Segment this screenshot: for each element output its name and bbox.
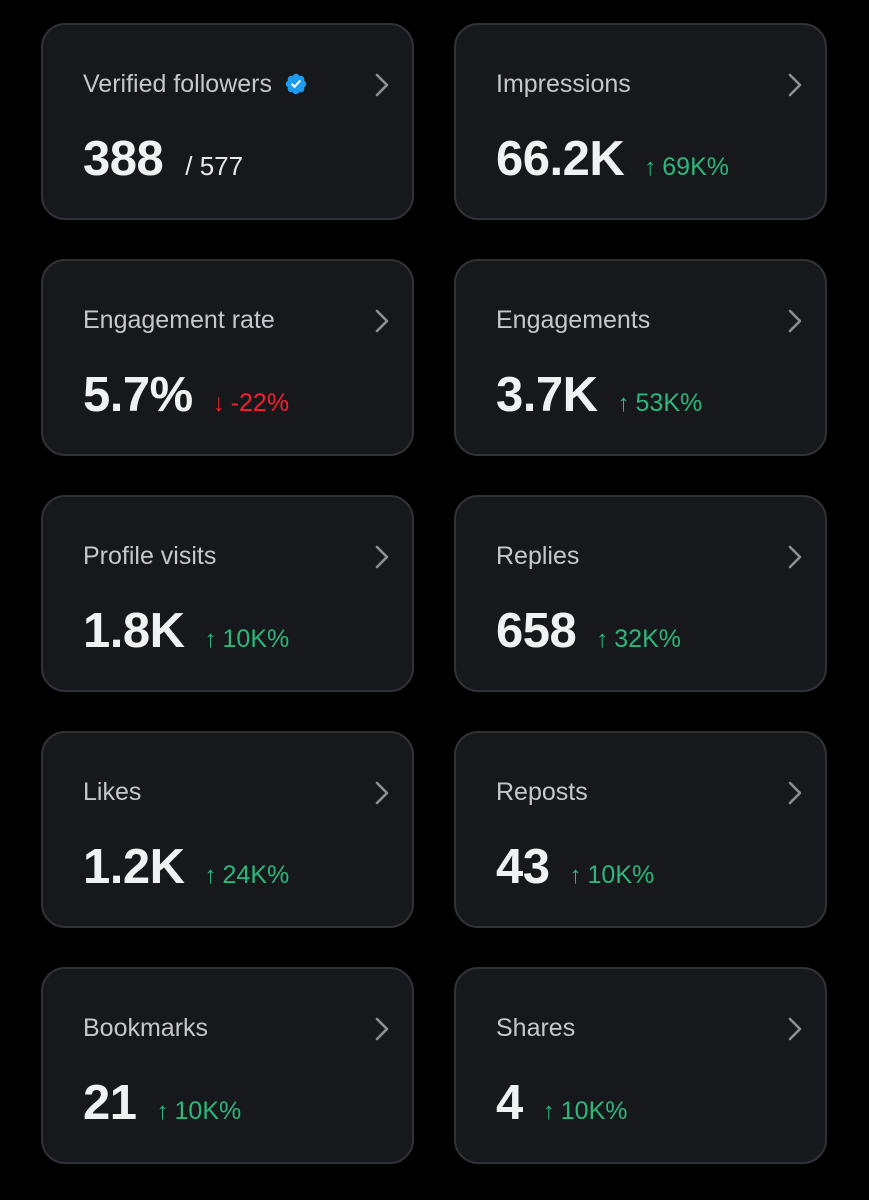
card-likes[interactable]: Likes 1.2K ↑ 24K%	[41, 731, 414, 928]
card-title-row: Reposts	[496, 777, 588, 807]
metric-change-value: 53K%	[635, 389, 703, 417]
chevron-right-icon[interactable]	[787, 544, 803, 570]
metric-value: 3.7K	[496, 368, 598, 422]
card-title-row: Impressions	[496, 69, 631, 99]
card-title-row: Replies	[496, 541, 579, 571]
value-row: 5.7% ↓ -22%	[83, 369, 289, 421]
metric-change: ↑ 69K%	[644, 153, 729, 182]
arrow-up-icon: ↑	[617, 390, 630, 417]
card-engagements[interactable]: Engagements 3.7K ↑ 53K%	[454, 259, 827, 456]
card-title: Replies	[496, 542, 580, 570]
card-reposts[interactable]: Reposts 43 ↑ 10K%	[454, 731, 827, 928]
value-row: 3.7K ↑ 53K%	[496, 369, 702, 421]
metric-change-value: 10K%	[560, 1097, 628, 1125]
chevron-right-icon[interactable]	[374, 780, 390, 806]
metric-change: ↑ 24K%	[205, 861, 290, 890]
metric-change-value: 10K%	[222, 625, 290, 653]
chevron-right-icon[interactable]	[787, 72, 803, 98]
value-row: 388 / 577	[83, 133, 243, 185]
metric-value: 1.8K	[83, 604, 185, 658]
value-row: 66.2K ↑ 69K%	[496, 133, 729, 185]
card-title-row: Shares	[496, 1013, 575, 1043]
arrow-up-icon: ↑	[156, 1098, 169, 1125]
value-row: 43 ↑ 10K%	[496, 841, 654, 893]
arrow-up-icon: ↑	[644, 154, 657, 181]
card-impressions[interactable]: Impressions 66.2K ↑ 69K%	[454, 23, 827, 220]
metric-change-value: 32K%	[614, 625, 681, 653]
card-title: Engagement rate	[83, 306, 275, 334]
chevron-right-icon[interactable]	[787, 308, 803, 334]
arrow-up-icon: ↑	[569, 862, 582, 889]
metric-value: 43	[496, 840, 550, 894]
chevron-right-icon[interactable]	[374, 72, 390, 98]
card-verified-followers[interactable]: Verified followers 388 / 577	[41, 23, 414, 220]
value-row: 658 ↑ 32K%	[496, 605, 681, 657]
card-engagement-rate[interactable]: Engagement rate 5.7% ↓ -22%	[41, 259, 414, 456]
card-title-row: Engagements	[496, 305, 650, 335]
verified-badge-icon	[285, 73, 307, 95]
card-title-row: Bookmarks	[83, 1013, 208, 1043]
metric-change-value: 69K%	[662, 153, 729, 181]
metric-change: ↑ 32K%	[596, 625, 681, 654]
metric-change: ↑ 10K%	[570, 861, 655, 890]
value-row: 4 ↑ 10K%	[496, 1077, 627, 1129]
card-title: Reposts	[496, 778, 588, 806]
chevron-right-icon[interactable]	[787, 1016, 803, 1042]
metrics-grid: Verified followers 388 / 577 Impressions…	[41, 23, 827, 1164]
metric-value: 1.2K	[83, 840, 185, 894]
card-title: Bookmarks	[83, 1014, 209, 1042]
card-title: Profile visits	[83, 542, 217, 570]
value-row: 1.2K ↑ 24K%	[83, 841, 289, 893]
metric-value: 4	[496, 1076, 523, 1130]
chevron-right-icon[interactable]	[787, 780, 803, 806]
arrow-up-icon: ↑	[542, 1098, 555, 1125]
metric-change-value: 10K%	[174, 1097, 242, 1125]
card-title-row: Verified followers	[83, 69, 308, 99]
metric-value: 388	[83, 132, 164, 186]
card-title: Impressions	[496, 70, 631, 98]
arrow-down-icon: ↓	[212, 390, 225, 417]
card-shares[interactable]: Shares 4 ↑ 10K%	[454, 967, 827, 1164]
card-profile-visits[interactable]: Profile visits 1.8K ↑ 10K%	[41, 495, 414, 692]
metric-change: ↑ 10K%	[205, 625, 290, 654]
metric-change: ↑ 10K%	[543, 1097, 628, 1126]
metric-value: 66.2K	[496, 132, 625, 186]
chevron-right-icon[interactable]	[374, 308, 390, 334]
arrow-up-icon: ↑	[596, 626, 609, 653]
card-title-row: Profile visits	[83, 541, 216, 571]
metric-value: 658	[496, 604, 577, 658]
metric-change: ↓ -22%	[213, 389, 289, 418]
arrow-up-icon: ↑	[204, 626, 217, 653]
arrow-up-icon: ↑	[204, 862, 217, 889]
card-title-row: Engagement rate	[83, 305, 275, 335]
card-replies[interactable]: Replies 658 ↑ 32K%	[454, 495, 827, 692]
metric-change-value: -22%	[230, 389, 290, 417]
value-row: 21 ↑ 10K%	[83, 1077, 241, 1129]
metric-change-value: 24K%	[222, 861, 290, 889]
card-title: Engagements	[496, 306, 651, 334]
metric-value: 5.7%	[83, 368, 193, 422]
card-title: Shares	[496, 1014, 576, 1042]
chevron-right-icon[interactable]	[374, 1016, 390, 1042]
card-title: Likes	[83, 778, 142, 806]
metric-change: ↑ 53K%	[618, 389, 703, 418]
metric-total: / 577	[185, 151, 244, 181]
value-row: 1.8K ↑ 10K%	[83, 605, 289, 657]
card-title: Verified followers	[83, 70, 272, 98]
card-bookmarks[interactable]: Bookmarks 21 ↑ 10K%	[41, 967, 414, 1164]
metric-value: 21	[83, 1076, 137, 1130]
metric-change-value: 10K%	[587, 861, 655, 889]
metric-change: ↑ 10K%	[157, 1097, 242, 1126]
card-title-row: Likes	[83, 777, 141, 807]
chevron-right-icon[interactable]	[374, 544, 390, 570]
